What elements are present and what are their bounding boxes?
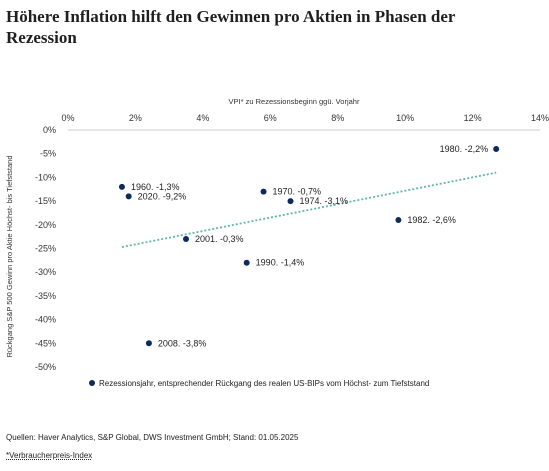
- y-tick-label: -15%: [35, 196, 56, 206]
- source-note: Quellen: Haver Analytics, S&P Global, DW…: [6, 433, 299, 442]
- legend-text: Rezessionsjahr, entsprechender Rückgang …: [99, 379, 429, 388]
- point-label: 1974. -3,1%: [300, 196, 349, 206]
- footnote: *Verbraucherpreis-Index: [6, 451, 93, 460]
- point-label: 2001. -0,3%: [195, 234, 244, 244]
- x-axis-title: VPI* zu Rezessionsbeginn ggü. Vorjahr: [229, 97, 360, 106]
- data-point: [118, 183, 125, 190]
- y-tick-label: -45%: [35, 338, 56, 348]
- x-tick-label: 8%: [331, 113, 344, 123]
- y-axis-title: Rückgang S&P 500 Gewinn pro Aktie Höchst…: [5, 155, 14, 357]
- data-point: [395, 217, 402, 224]
- y-tick-label: -25%: [35, 244, 56, 254]
- data-point: [260, 188, 267, 195]
- data-point: [493, 145, 500, 152]
- y-tick-label: -50%: [35, 362, 56, 372]
- y-tick-label: -30%: [35, 267, 56, 277]
- y-tick-label: -20%: [35, 220, 56, 230]
- x-tick-label: 4%: [196, 113, 209, 123]
- data-point: [145, 340, 152, 347]
- point-label: 1982. -2,6%: [407, 215, 456, 225]
- point-label: 1960. -1,3%: [131, 182, 180, 192]
- data-point: [183, 236, 189, 243]
- x-tick-label: 2%: [129, 113, 142, 123]
- x-tick-label: 14%: [531, 113, 549, 123]
- x-tick-label: 0%: [61, 113, 74, 123]
- y-tick-label: 0%: [43, 125, 56, 135]
- y-tick-label: -5%: [40, 149, 56, 159]
- trendline: [121, 171, 497, 248]
- point-label: 2020. -9,2%: [138, 191, 187, 201]
- x-tick-label: 10%: [396, 113, 414, 123]
- y-tick-label: -10%: [35, 172, 56, 182]
- data-point: [287, 198, 294, 205]
- point-label: 1990. -1,4%: [256, 258, 305, 268]
- data-point: [243, 259, 250, 266]
- data-point: [125, 193, 132, 200]
- point-label: 1970. -0,7%: [273, 187, 322, 197]
- x-tick-label: 12%: [464, 113, 482, 123]
- chart-title: Höhere Inflation hilft den Gewinnen pro …: [6, 7, 456, 47]
- x-tick-label: 6%: [264, 113, 277, 123]
- point-label: 1980. -2,2%: [440, 144, 489, 154]
- y-tick-label: -35%: [35, 291, 56, 301]
- legend-marker: [89, 380, 95, 386]
- y-tick-label: -40%: [35, 315, 56, 325]
- point-label: 2008. -3,8%: [158, 338, 207, 348]
